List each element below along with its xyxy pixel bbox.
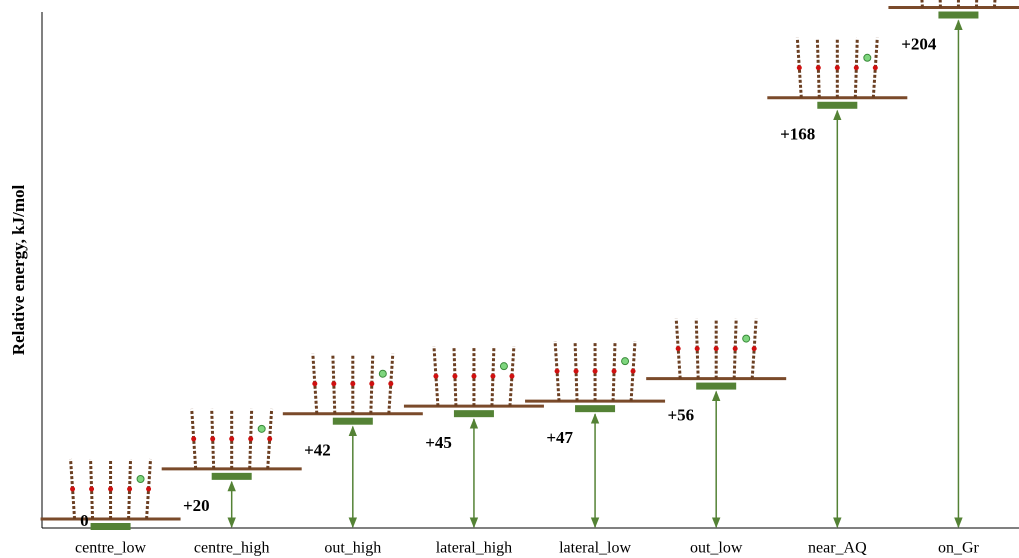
x-tick-label: near_AQ bbox=[808, 540, 867, 557]
x-tick-label: lateral_high bbox=[436, 540, 512, 557]
energy-level bbox=[211, 472, 252, 480]
energy-level bbox=[575, 405, 616, 413]
molecule-atom bbox=[331, 381, 337, 387]
molecule-atom bbox=[554, 368, 560, 374]
molecule-atom bbox=[751, 346, 757, 352]
molecule-atom bbox=[369, 381, 375, 387]
value-label: +204 bbox=[901, 34, 937, 53]
molecule-ion bbox=[499, 362, 508, 371]
energy-level bbox=[817, 101, 858, 109]
molecule-atom bbox=[732, 346, 738, 352]
y-axis-label: Relative energy, kJ/mol bbox=[9, 185, 28, 356]
value-label: 0 bbox=[80, 511, 89, 530]
molecule-atom bbox=[630, 368, 636, 374]
value-label: +47 bbox=[546, 428, 573, 447]
value-label: +45 bbox=[425, 433, 452, 452]
molecule-atom bbox=[796, 65, 802, 71]
molecule-atom bbox=[210, 436, 216, 442]
molecule-ion bbox=[863, 53, 872, 62]
molecule-atom bbox=[509, 373, 515, 379]
molecule-atom bbox=[853, 65, 859, 71]
molecule-atom bbox=[694, 346, 700, 352]
molecule-ion bbox=[257, 424, 266, 433]
molecule-atom bbox=[127, 486, 133, 492]
value-label: +42 bbox=[304, 441, 331, 460]
molecule-atom bbox=[433, 373, 439, 379]
value-label: +168 bbox=[780, 125, 815, 144]
molecule-atom bbox=[146, 486, 152, 492]
molecule-atom bbox=[70, 486, 76, 492]
x-tick-label: centre_low bbox=[75, 540, 147, 557]
molecule-atom bbox=[350, 381, 356, 387]
x-tick-label: on_Gr bbox=[938, 540, 980, 557]
molecule-atom bbox=[611, 368, 617, 374]
value-label: +56 bbox=[668, 405, 695, 424]
molecule-atom bbox=[248, 436, 254, 442]
molecule-atom bbox=[191, 436, 197, 442]
molecule-atom bbox=[312, 381, 318, 387]
molecule-atom bbox=[229, 436, 235, 442]
molecule-atom bbox=[815, 65, 821, 71]
molecule-atom bbox=[834, 65, 840, 71]
value-label: +20 bbox=[183, 496, 210, 515]
molecule-ion bbox=[378, 369, 387, 378]
molecule-ion bbox=[621, 357, 630, 366]
molecule-atom bbox=[675, 346, 681, 352]
molecule-atom bbox=[89, 486, 95, 492]
x-tick-label: centre_high bbox=[194, 540, 270, 557]
energy-level bbox=[938, 11, 979, 19]
molecule-atom bbox=[872, 65, 878, 71]
x-tick-label: lateral_low bbox=[559, 540, 631, 557]
x-tick-label: out_high bbox=[324, 540, 381, 557]
molecule-atom bbox=[592, 368, 598, 374]
molecule-atom bbox=[108, 486, 114, 492]
molecule-atom bbox=[573, 368, 579, 374]
energy-level bbox=[453, 410, 494, 418]
molecule-ion bbox=[136, 475, 145, 483]
energy-level bbox=[696, 382, 737, 390]
molecule-atom bbox=[267, 436, 273, 442]
molecule-atom bbox=[471, 373, 477, 379]
energy-level bbox=[90, 523, 131, 530]
energy-level bbox=[332, 417, 373, 425]
molecule-atom bbox=[452, 373, 458, 379]
molecule-ion bbox=[742, 334, 751, 343]
x-tick-label: out_low bbox=[690, 540, 743, 557]
molecule-atom bbox=[490, 373, 496, 379]
molecule-atom bbox=[388, 381, 394, 387]
molecule-atom bbox=[713, 346, 719, 352]
